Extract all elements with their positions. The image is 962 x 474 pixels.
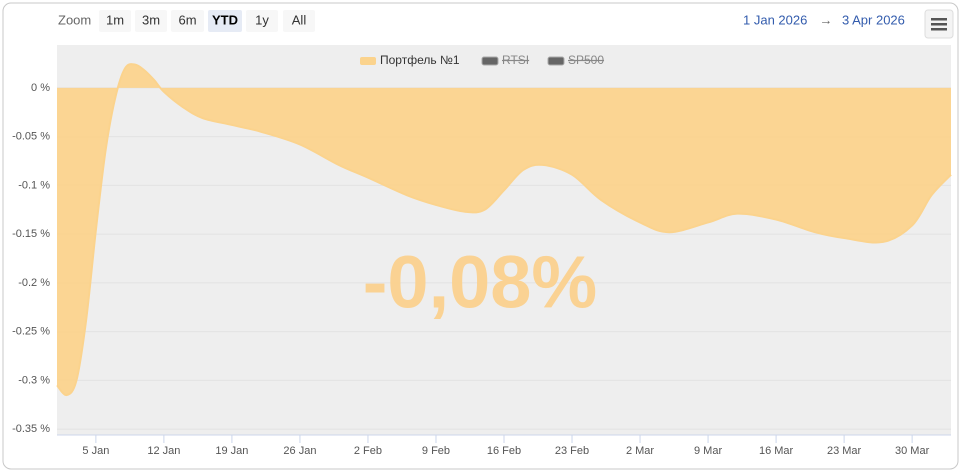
menu-bar (931, 18, 947, 21)
x-tick-label: 9 Mar (694, 445, 722, 457)
y-tick-label: -0.2 % (18, 277, 50, 289)
x-tick-label: 5 Jan (82, 445, 109, 457)
y-tick-label: 0 % (31, 82, 50, 94)
x-tick-label: 2 Feb (354, 445, 382, 457)
annotation: -0,08% (363, 241, 597, 324)
zoom-button-label[interactable]: YTD (212, 12, 238, 27)
menu-bar (931, 28, 947, 31)
x-tick-label: 16 Feb (487, 445, 521, 457)
y-tick-label: -0.1 % (18, 179, 50, 191)
x-tick-label: 23 Mar (827, 445, 862, 457)
zoom-button-label[interactable]: 6m (178, 12, 196, 27)
zoom-button-label[interactable]: All (292, 12, 307, 27)
legend-item[interactable]: Портфель №1 (360, 53, 460, 67)
x-tick-label: 16 Mar (759, 445, 794, 457)
zoom-button[interactable] (246, 10, 278, 32)
x-tick-label: 23 Feb (555, 445, 589, 457)
zoom-button[interactable] (171, 10, 204, 32)
x-tick-label: 9 Feb (422, 445, 450, 457)
menu-bar (931, 23, 947, 26)
zoom-label: Zoom (58, 12, 91, 27)
x-tick-label: 12 Jan (147, 445, 180, 457)
date-to[interactable]: 3 Apr 2026 (842, 12, 905, 27)
area (57, 64, 951, 396)
legend-label[interactable]: RTSI (502, 53, 529, 67)
line (56, 63, 952, 397)
zoom-button-label[interactable]: 1m (106, 12, 124, 27)
y-tick-label: -0.3 % (18, 374, 50, 386)
zoom-button[interactable] (208, 10, 242, 32)
y-tick-label: -0.15 % (12, 228, 50, 240)
menu-button[interactable] (924, 9, 954, 39)
x-tick-label: 26 Jan (283, 445, 316, 457)
legend-swatch[interactable] (481, 56, 499, 66)
y-tick-label: -0.25 % (12, 326, 50, 338)
x-tick-label: 19 Jan (215, 445, 248, 457)
date-from[interactable]: 1 Jan 2026 (743, 12, 807, 27)
y-tick-label: -0.35 % (12, 423, 50, 435)
legend-item[interactable]: RTSI (481, 53, 529, 67)
zoom-button[interactable] (99, 10, 131, 32)
x-tick-label: 30 Mar (895, 445, 930, 457)
y-tick-label: -0.05 % (12, 131, 50, 143)
zoom-button-label[interactable]: 3m (142, 12, 160, 27)
legend-item[interactable]: SP500 (547, 53, 604, 67)
zoom-button-label[interactable]: 1y (255, 12, 269, 27)
date-arrow: → (820, 12, 833, 27)
x-tick-label: 2 Mar (626, 445, 654, 457)
zoom-button[interactable] (283, 10, 315, 32)
legend-swatch[interactable] (360, 57, 376, 65)
legend-swatch[interactable] (547, 56, 565, 66)
legend-label[interactable]: Портфель №1 (380, 53, 460, 67)
legend-label[interactable]: SP500 (568, 53, 604, 67)
zoom-button[interactable] (135, 10, 167, 32)
